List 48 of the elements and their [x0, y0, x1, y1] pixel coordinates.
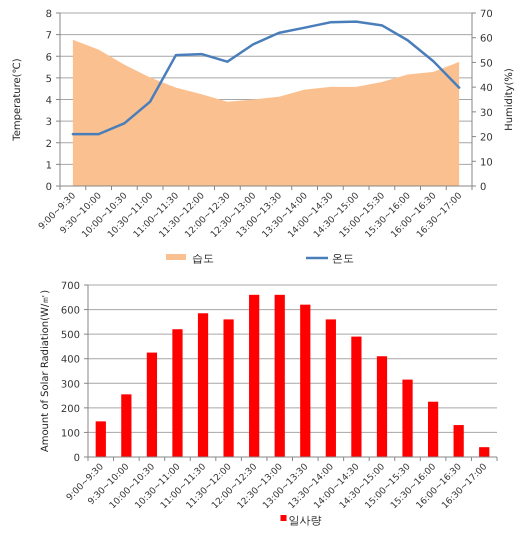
- y-tick-label: 7: [46, 30, 52, 42]
- bar: [376, 356, 388, 457]
- y-tick-label: 4: [46, 96, 52, 106]
- y-tick-label: 1: [46, 160, 52, 172]
- bar: [172, 329, 183, 457]
- bar: [223, 319, 234, 457]
- y2-tick-label: 60: [480, 34, 493, 45]
- bar: [454, 425, 464, 457]
- y2-tick-label: 10: [480, 157, 493, 168]
- legend-label: 일사량: [288, 514, 322, 527]
- bar: [326, 319, 336, 457]
- y-tick-label: 8: [46, 9, 52, 20]
- y-tick-label: 0: [74, 453, 80, 464]
- y-tick-label: 2: [46, 138, 52, 150]
- bar: [121, 394, 132, 457]
- bar: [402, 380, 413, 457]
- bar: [274, 294, 285, 457]
- bar: [351, 336, 362, 457]
- y-tick-label: 700: [60, 281, 80, 292]
- y-tick-label: 5: [46, 74, 52, 85]
- y-axis-title: Temperature(℃): [12, 58, 23, 142]
- y-tick-label: 200: [60, 404, 80, 415]
- y-tick-label: 600: [60, 306, 80, 317]
- y2-tick-label: 70: [480, 9, 493, 20]
- y2-tick-label: 30: [480, 108, 493, 119]
- y-tick-label: 100: [60, 428, 80, 440]
- y-tick-label: 6: [46, 52, 52, 64]
- bar: [428, 402, 438, 457]
- y2-tick-label: 20: [480, 132, 493, 144]
- y2-tick-label: 50: [480, 58, 493, 70]
- bar: [300, 304, 310, 457]
- y2-tick-label: 40: [480, 83, 493, 94]
- y-tick-label: 3: [46, 117, 52, 128]
- y-axis-title: Amount of Solar Radiation(W/㎡): [40, 290, 51, 452]
- y2-axis-title: Humidity(%): [504, 68, 515, 131]
- bar: [479, 447, 490, 457]
- y-tick-label: 0: [46, 182, 52, 193]
- y-tick-label: 400: [60, 354, 80, 366]
- legend-label: 온도: [332, 252, 354, 265]
- bar: [198, 313, 208, 457]
- y-tick-label: 300: [60, 379, 80, 390]
- bar: [96, 421, 106, 457]
- line-series: [72, 20, 460, 136]
- bar: [249, 294, 260, 457]
- y-tick-label: 500: [60, 330, 80, 342]
- bar: [146, 352, 158, 457]
- legend-label: 습도: [192, 252, 214, 265]
- y2-tick-label: 0: [480, 182, 486, 193]
